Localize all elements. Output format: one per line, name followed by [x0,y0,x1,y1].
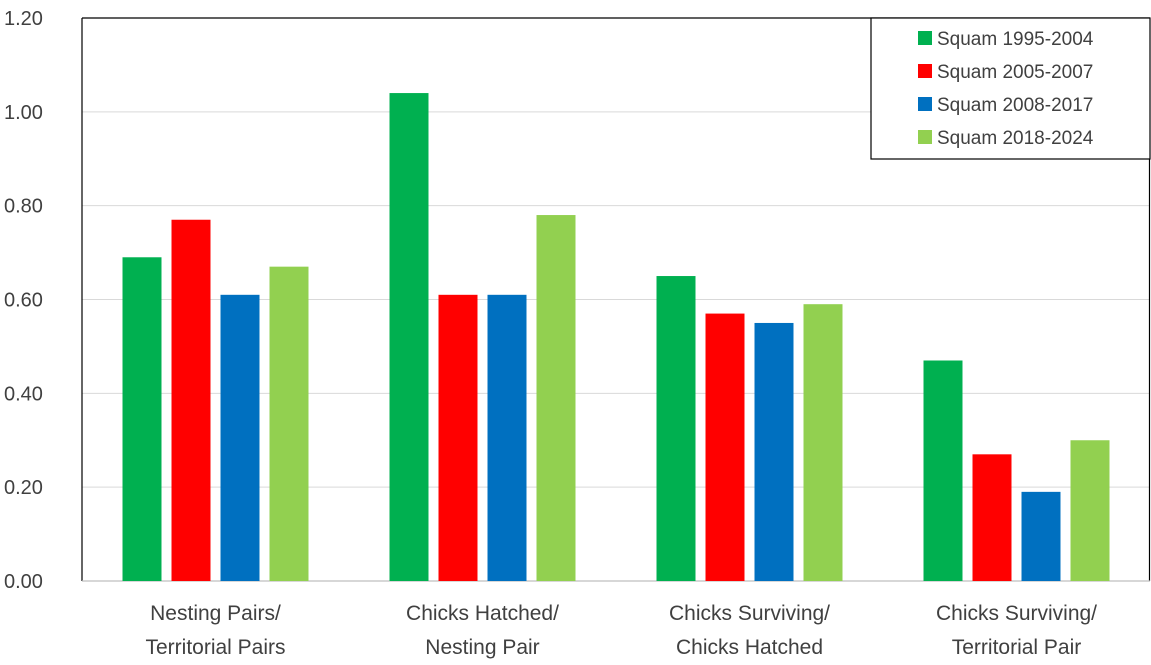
y-tick-label: 0.00 [4,571,43,593]
legend-box [870,17,1151,160]
legend-swatch [918,130,932,144]
x-category-label: Chicks Hatched [676,636,823,659]
bar-series-2-cat-2 [438,294,478,581]
x-category-label: Nesting Pairs/ [150,602,281,625]
bar-series-2-cat-4 [972,454,1012,581]
legend-swatch [918,97,932,111]
legend-label: Squam 1995-2004 [937,29,1094,50]
legend-swatch [918,31,932,45]
x-category-label: Territorial Pair [952,636,1082,659]
bar-series-1-cat-3 [656,276,696,581]
x-category-label: Nesting Pair [425,636,539,659]
bar-series-3-cat-3 [754,322,794,581]
legend-label: Squam 2008-2017 [937,95,1093,116]
x-category-label: Territorial Pairs [145,636,285,659]
bar-series-2-cat-1 [171,219,211,581]
y-tick-labels: 0.00 0.20 0.40 0.60 0.80 1.00 1.20 [4,8,43,593]
y-tick-label: 1.20 [4,8,43,30]
y-tick-label: 0.20 [4,477,43,499]
legend-label: Squam 2018-2024 [937,128,1094,149]
gridlines [82,111,1150,488]
bar-series-4-cat-1 [269,266,309,581]
legend: Squam 1995-2004 Squam 2005-2007 Squam 2008… [870,17,1151,160]
bars [122,93,1110,582]
bar-series-3-cat-1 [220,294,260,581]
bar-series-4-cat-3 [803,304,843,581]
bar-series-1-cat-1 [122,257,162,581]
bar-series-1-cat-2 [389,93,429,582]
y-tick-label: 0.80 [4,196,43,218]
y-tick-label: 0.60 [4,290,43,312]
bar-series-4-cat-2 [536,215,576,582]
bar-series-3-cat-4 [1021,491,1061,581]
x-category-labels: Nesting Pairs/Territorial Pairs Chicks Ha… [145,602,1097,659]
legend-swatch [918,64,932,78]
x-category-label: Chicks Hatched/ [406,602,559,625]
y-tick-label: 1.00 [4,102,43,124]
bar-series-2-cat-3 [705,313,745,581]
bar-series-3-cat-2 [487,294,527,581]
y-tick-label: 0.40 [4,383,43,405]
bar-series-4-cat-4 [1070,440,1110,581]
x-category-label: Chicks Surviving/ [669,602,830,625]
x-category-label: Chicks Surviving/ [936,602,1097,625]
bar-series-1-cat-4 [923,360,963,581]
legend-label: Squam 2005-2007 [937,62,1093,83]
